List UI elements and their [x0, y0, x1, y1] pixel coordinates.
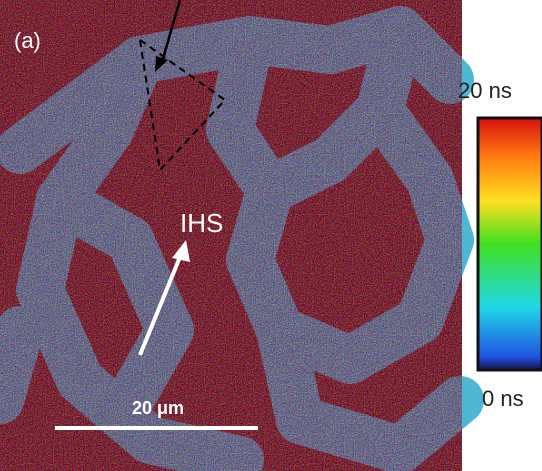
colorbar: [476, 116, 542, 372]
arrow-head: [155, 56, 168, 72]
annotation: IHS: [180, 208, 223, 238]
arrow-head: [172, 240, 190, 262]
arrow: [160, 0, 182, 63]
arrow: [138, 251, 184, 356]
panel-label: (a): [14, 28, 41, 53]
region-outline: [138, 37, 227, 173]
colorbar-min: 0 ns: [482, 386, 524, 411]
colorbar-max: 20 ns: [458, 78, 512, 103]
scale-label: 20 μm: [132, 398, 184, 418]
lifetime-image: (a) IHS 20 μm: [0, 0, 484, 471]
